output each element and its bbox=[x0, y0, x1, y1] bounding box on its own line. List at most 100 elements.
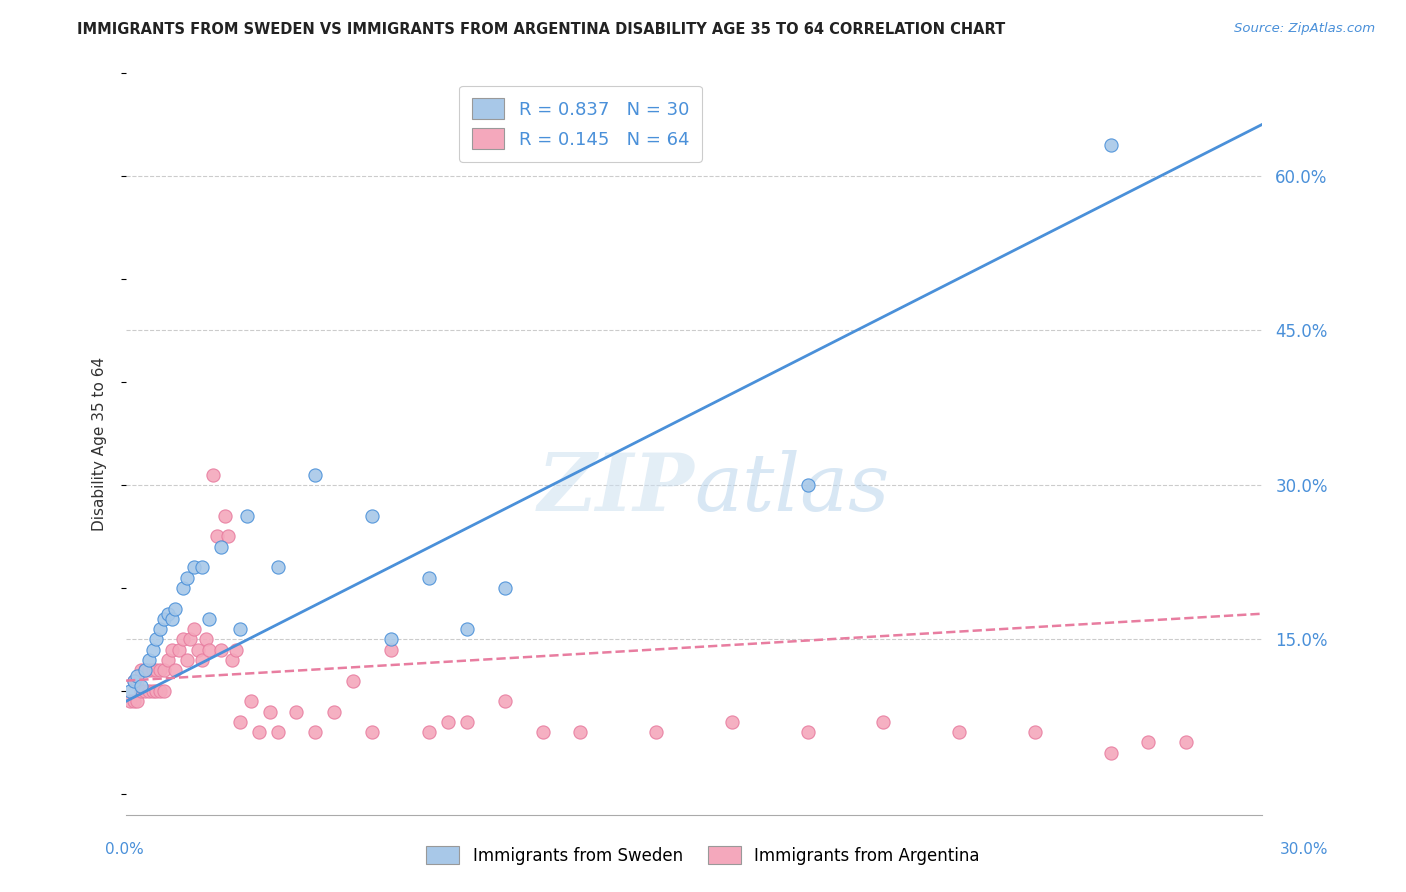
Point bbox=[569, 725, 592, 739]
Point bbox=[494, 581, 516, 595]
Point bbox=[149, 664, 172, 678]
Point bbox=[361, 725, 384, 739]
Point bbox=[187, 642, 209, 657]
Point bbox=[437, 714, 460, 729]
Legend: R = 0.837   N = 30, R = 0.145   N = 64: R = 0.837 N = 30, R = 0.145 N = 64 bbox=[460, 86, 702, 161]
Text: ZIP: ZIP bbox=[537, 450, 695, 527]
Point bbox=[259, 705, 281, 719]
Point bbox=[156, 653, 179, 667]
Point bbox=[142, 642, 165, 657]
Point bbox=[456, 714, 478, 729]
Text: Source: ZipAtlas.com: Source: ZipAtlas.com bbox=[1234, 22, 1375, 36]
Point bbox=[645, 725, 668, 739]
Point bbox=[149, 622, 172, 636]
Point bbox=[160, 642, 183, 657]
Point bbox=[194, 632, 217, 647]
Point bbox=[221, 653, 243, 667]
Point bbox=[418, 725, 440, 739]
Point bbox=[228, 622, 250, 636]
Point bbox=[129, 684, 152, 698]
Point bbox=[214, 508, 236, 523]
Point bbox=[118, 684, 141, 698]
Point bbox=[127, 694, 149, 708]
Point bbox=[176, 653, 198, 667]
Point bbox=[167, 642, 190, 657]
Point bbox=[153, 664, 176, 678]
Point bbox=[418, 571, 440, 585]
Point bbox=[342, 673, 364, 688]
Point bbox=[179, 632, 201, 647]
Point bbox=[134, 664, 156, 678]
Point bbox=[156, 607, 179, 621]
Point bbox=[127, 668, 149, 682]
Point bbox=[153, 684, 176, 698]
Point bbox=[129, 679, 152, 693]
Point bbox=[138, 684, 160, 698]
Point bbox=[142, 664, 165, 678]
Point bbox=[1099, 746, 1122, 760]
Point bbox=[134, 684, 156, 698]
Point bbox=[1137, 735, 1160, 749]
Point bbox=[172, 632, 194, 647]
Point bbox=[176, 571, 198, 585]
Point bbox=[205, 529, 228, 543]
Point bbox=[202, 467, 225, 482]
Point bbox=[1024, 725, 1046, 739]
Point bbox=[266, 560, 288, 574]
Point bbox=[198, 642, 221, 657]
Point bbox=[165, 664, 187, 678]
Point bbox=[304, 467, 326, 482]
Point bbox=[198, 612, 221, 626]
Text: atlas: atlas bbox=[695, 450, 890, 527]
Y-axis label: Disability Age 35 to 64: Disability Age 35 to 64 bbox=[93, 357, 107, 531]
Point bbox=[304, 725, 326, 739]
Point bbox=[129, 664, 152, 678]
Text: 0.0%: 0.0% bbox=[105, 842, 145, 856]
Point bbox=[138, 664, 160, 678]
Point bbox=[285, 705, 308, 719]
Point bbox=[531, 725, 554, 739]
Point bbox=[456, 622, 478, 636]
Point bbox=[380, 632, 402, 647]
Point bbox=[183, 622, 205, 636]
Point bbox=[191, 653, 214, 667]
Point bbox=[145, 632, 167, 647]
Point bbox=[149, 684, 172, 698]
Point bbox=[160, 612, 183, 626]
Point bbox=[361, 508, 384, 523]
Point bbox=[122, 673, 145, 688]
Point bbox=[1175, 735, 1198, 749]
Point bbox=[122, 673, 145, 688]
Point bbox=[228, 714, 250, 729]
Point bbox=[138, 653, 160, 667]
Point bbox=[145, 684, 167, 698]
Text: 30.0%: 30.0% bbox=[1281, 842, 1329, 856]
Point bbox=[145, 664, 167, 678]
Point bbox=[134, 664, 156, 678]
Point bbox=[721, 714, 744, 729]
Point bbox=[118, 694, 141, 708]
Point bbox=[122, 694, 145, 708]
Legend: Immigrants from Sweden, Immigrants from Argentina: Immigrants from Sweden, Immigrants from … bbox=[418, 838, 988, 873]
Point bbox=[323, 705, 346, 719]
Point bbox=[191, 560, 214, 574]
Point bbox=[240, 694, 263, 708]
Point bbox=[266, 725, 288, 739]
Point bbox=[142, 684, 165, 698]
Point bbox=[380, 642, 402, 657]
Point bbox=[165, 601, 187, 615]
Point bbox=[209, 642, 232, 657]
Point bbox=[127, 673, 149, 688]
Point bbox=[796, 478, 818, 492]
Point bbox=[948, 725, 970, 739]
Point bbox=[1099, 138, 1122, 153]
Point bbox=[172, 581, 194, 595]
Point bbox=[217, 529, 239, 543]
Point bbox=[209, 540, 232, 554]
Point bbox=[872, 714, 894, 729]
Point bbox=[236, 508, 259, 523]
Text: IMMIGRANTS FROM SWEDEN VS IMMIGRANTS FROM ARGENTINA DISABILITY AGE 35 TO 64 CORR: IMMIGRANTS FROM SWEDEN VS IMMIGRANTS FRO… bbox=[77, 22, 1005, 37]
Point bbox=[796, 725, 818, 739]
Point bbox=[247, 725, 270, 739]
Point bbox=[153, 612, 176, 626]
